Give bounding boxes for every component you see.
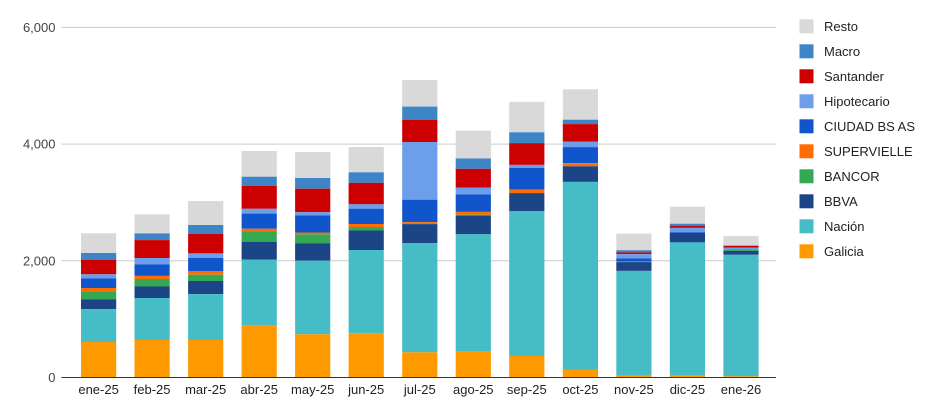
svg-text:0: 0 [48,370,55,385]
svg-text:Nación: Nación [824,219,864,234]
svg-text:Galicia: Galicia [824,244,865,259]
svg-text:mar-25: mar-25 [185,382,226,397]
svg-text:BANCOR: BANCOR [824,169,880,184]
svg-text:ene-26: ene-26 [721,382,761,397]
svg-text:Hipotecario: Hipotecario [824,94,890,109]
svg-text:nov-25: nov-25 [614,382,654,397]
svg-text:oct-25: oct-25 [562,382,598,397]
svg-text:feb-25: feb-25 [134,382,171,397]
svg-text:abr-25: abr-25 [240,382,278,397]
svg-text:BBVA: BBVA [824,194,858,209]
svg-text:jun-25: jun-25 [347,382,384,397]
svg-text:CIUDAD BS AS: CIUDAD BS AS [824,119,915,134]
svg-text:jul-25: jul-25 [403,382,436,397]
svg-text:Santander: Santander [824,69,885,84]
svg-text:sep-25: sep-25 [507,382,547,397]
svg-text:6,000: 6,000 [23,20,56,35]
svg-text:may-25: may-25 [291,382,334,397]
svg-text:Resto: Resto [824,19,858,34]
svg-text:ene-25: ene-25 [78,382,118,397]
svg-text:Macro: Macro [824,44,860,59]
svg-text:4,000: 4,000 [23,137,56,152]
svg-text:dic-25: dic-25 [670,382,705,397]
svg-text:ago-25: ago-25 [453,382,493,397]
svg-text:SUPERVIELLE: SUPERVIELLE [824,144,913,159]
svg-text:2,000: 2,000 [23,253,56,268]
